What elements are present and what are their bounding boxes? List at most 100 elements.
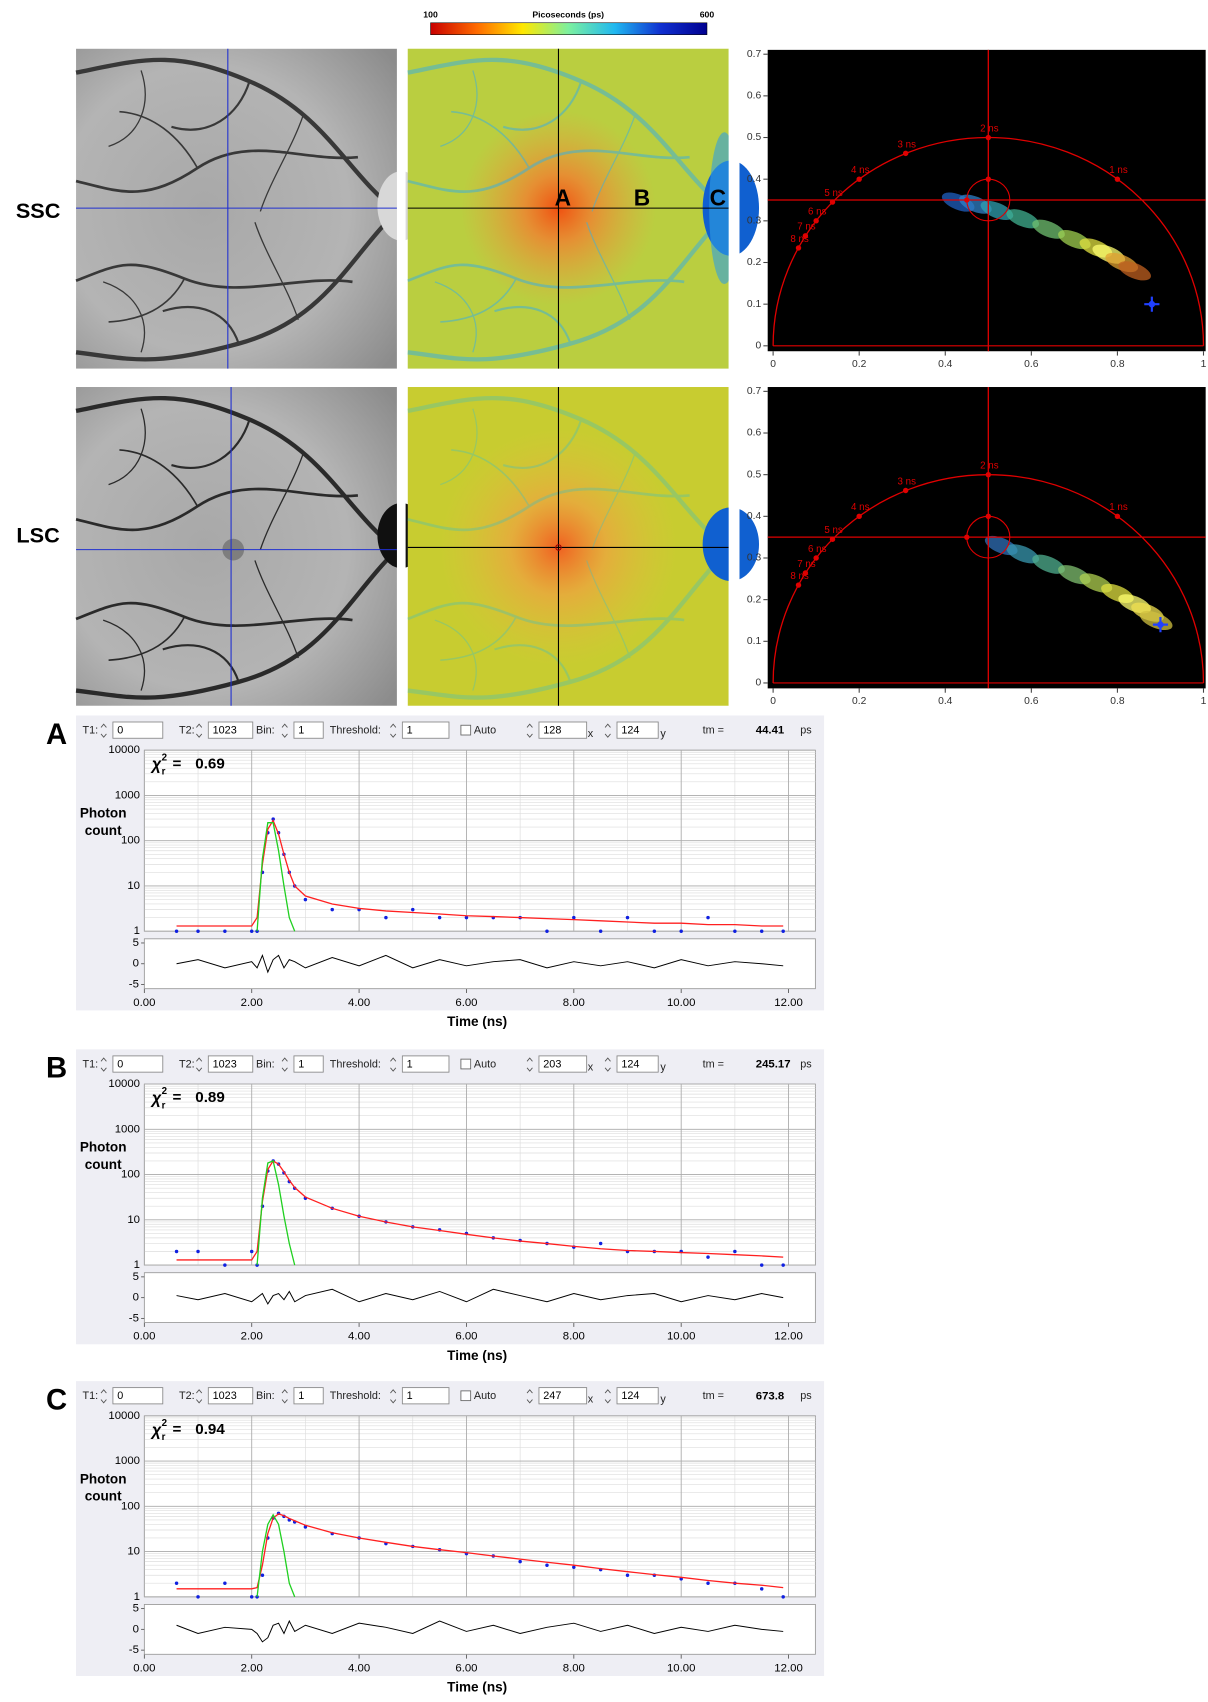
spinner — [196, 1057, 203, 1072]
y-tick-label: 100 — [121, 1500, 140, 1512]
tm-value: 673.8 — [756, 1390, 784, 1402]
data-point — [196, 1595, 200, 1599]
residual-tick-label: 5 — [133, 1271, 139, 1283]
lifetime-marker — [829, 199, 836, 205]
x-tick-label: 0.00 — [133, 1662, 155, 1674]
chi-sup: 2 — [162, 752, 168, 763]
toolbar-label: T1: — [83, 725, 99, 737]
chi-sup: 2 — [162, 1418, 168, 1429]
data-point — [196, 1249, 200, 1254]
chi-symbol: χ — [150, 1090, 162, 1108]
y-tick-label: 0.4 — [747, 511, 762, 522]
spinner — [604, 723, 611, 738]
data-point — [303, 897, 308, 902]
x-tick-label: 8.00 — [563, 1662, 585, 1674]
lifetime-marker — [813, 218, 819, 224]
lifetime-marker — [802, 570, 809, 576]
phasor-cloud — [1032, 554, 1065, 574]
x-tick-label: 6.00 — [455, 1331, 477, 1343]
data-point — [174, 1581, 179, 1585]
data-point — [196, 929, 200, 933]
panel-label: A — [46, 719, 67, 751]
x-tick-label: 4.00 — [348, 997, 370, 1009]
x-tick-label: 12.00 — [774, 1331, 802, 1343]
lifetime-label: 7 ns — [797, 222, 816, 233]
lifetime-label: 2 ns — [980, 461, 999, 472]
data-point — [545, 1563, 549, 1567]
x-tick-label: 0.00 — [133, 997, 155, 1009]
x-tick-label: 12.00 — [774, 1662, 802, 1674]
input-value: 1 — [407, 1390, 413, 1402]
phasor-cloud — [1006, 209, 1040, 229]
toolbar-label: Auto — [474, 1390, 496, 1402]
map-label: A — [555, 184, 571, 210]
spinner — [196, 723, 203, 738]
x-tick-label: 0.8 — [1110, 696, 1125, 707]
chi-sub: r — [162, 1100, 166, 1111]
data-point — [781, 1263, 785, 1267]
data-point — [706, 1255, 710, 1259]
data-point — [652, 929, 657, 933]
cursor-dot — [964, 197, 970, 203]
fit-line — [256, 1160, 296, 1266]
y-tick-label: 0 — [755, 341, 761, 352]
chi-eq: = — [173, 1089, 182, 1106]
spinner — [281, 723, 288, 738]
x-axis-label: Time (ns) — [447, 1679, 507, 1694]
y-tick-label: 0.7 — [747, 386, 762, 397]
lifetime-marker — [856, 176, 862, 182]
fit-line — [256, 1513, 296, 1598]
spinner — [100, 1389, 107, 1404]
phasor-cloud — [1032, 219, 1065, 239]
y-tick-label: 10 — [127, 880, 140, 892]
lifetime-marker — [985, 134, 992, 141]
x-tick-label: 0.4 — [938, 359, 953, 370]
data-point — [255, 1263, 259, 1267]
data-point — [759, 1587, 764, 1591]
x-tick-label: 12.00 — [774, 997, 802, 1009]
x-tick-label: 2.00 — [241, 1331, 263, 1343]
data-point — [223, 1581, 227, 1585]
data-point — [249, 1595, 254, 1599]
fit-line — [256, 822, 296, 932]
lifetime-label: 6 ns — [808, 207, 827, 218]
data-point — [706, 1581, 710, 1585]
y-tick-label: 0.2 — [747, 257, 762, 268]
chi-eq: = — [173, 1421, 182, 1438]
y-tick-label: 100 — [121, 1169, 140, 1181]
spinner — [100, 723, 107, 738]
lifetime-marker — [802, 233, 809, 239]
lifetime-marker — [985, 471, 992, 478]
toolbar-label: Auto — [474, 725, 496, 737]
data-point — [464, 915, 469, 920]
y-tick-label: 10 — [127, 1546, 140, 1558]
input-box — [207, 721, 254, 739]
spinner — [100, 1057, 107, 1072]
y-tick-label: 10000 — [108, 1078, 140, 1090]
data-point — [249, 929, 254, 933]
data-point — [759, 929, 764, 933]
fundus-image — [76, 48, 426, 369]
data-point — [733, 929, 737, 933]
chi-eq: = — [173, 755, 182, 772]
y-tick-label: 10000 — [108, 744, 140, 756]
toolbar-label: Threshold: — [330, 1390, 381, 1402]
spinner — [604, 1389, 611, 1404]
data-point — [411, 907, 415, 912]
input-value: 0 — [117, 1390, 123, 1402]
lifetime-marker — [856, 513, 862, 520]
lifetime-label: 7 ns — [797, 559, 816, 570]
lifetime-label: 8 ns — [790, 234, 809, 245]
y-axis-label: Photon — [80, 806, 127, 821]
spinner — [526, 723, 533, 738]
residual-tick-label: -5 — [129, 1644, 139, 1656]
checkbox — [460, 1390, 472, 1402]
toolbar-label: Threshold: — [330, 725, 381, 737]
chi-symbol: χ — [150, 1421, 162, 1439]
residual-line — [176, 1619, 784, 1643]
data-point — [174, 1249, 179, 1254]
toolbar-label: T1: — [83, 1390, 99, 1402]
toolbar-label: T2: — [179, 1058, 195, 1070]
data-point — [572, 1565, 576, 1570]
input-value: 1023 — [213, 1058, 237, 1070]
